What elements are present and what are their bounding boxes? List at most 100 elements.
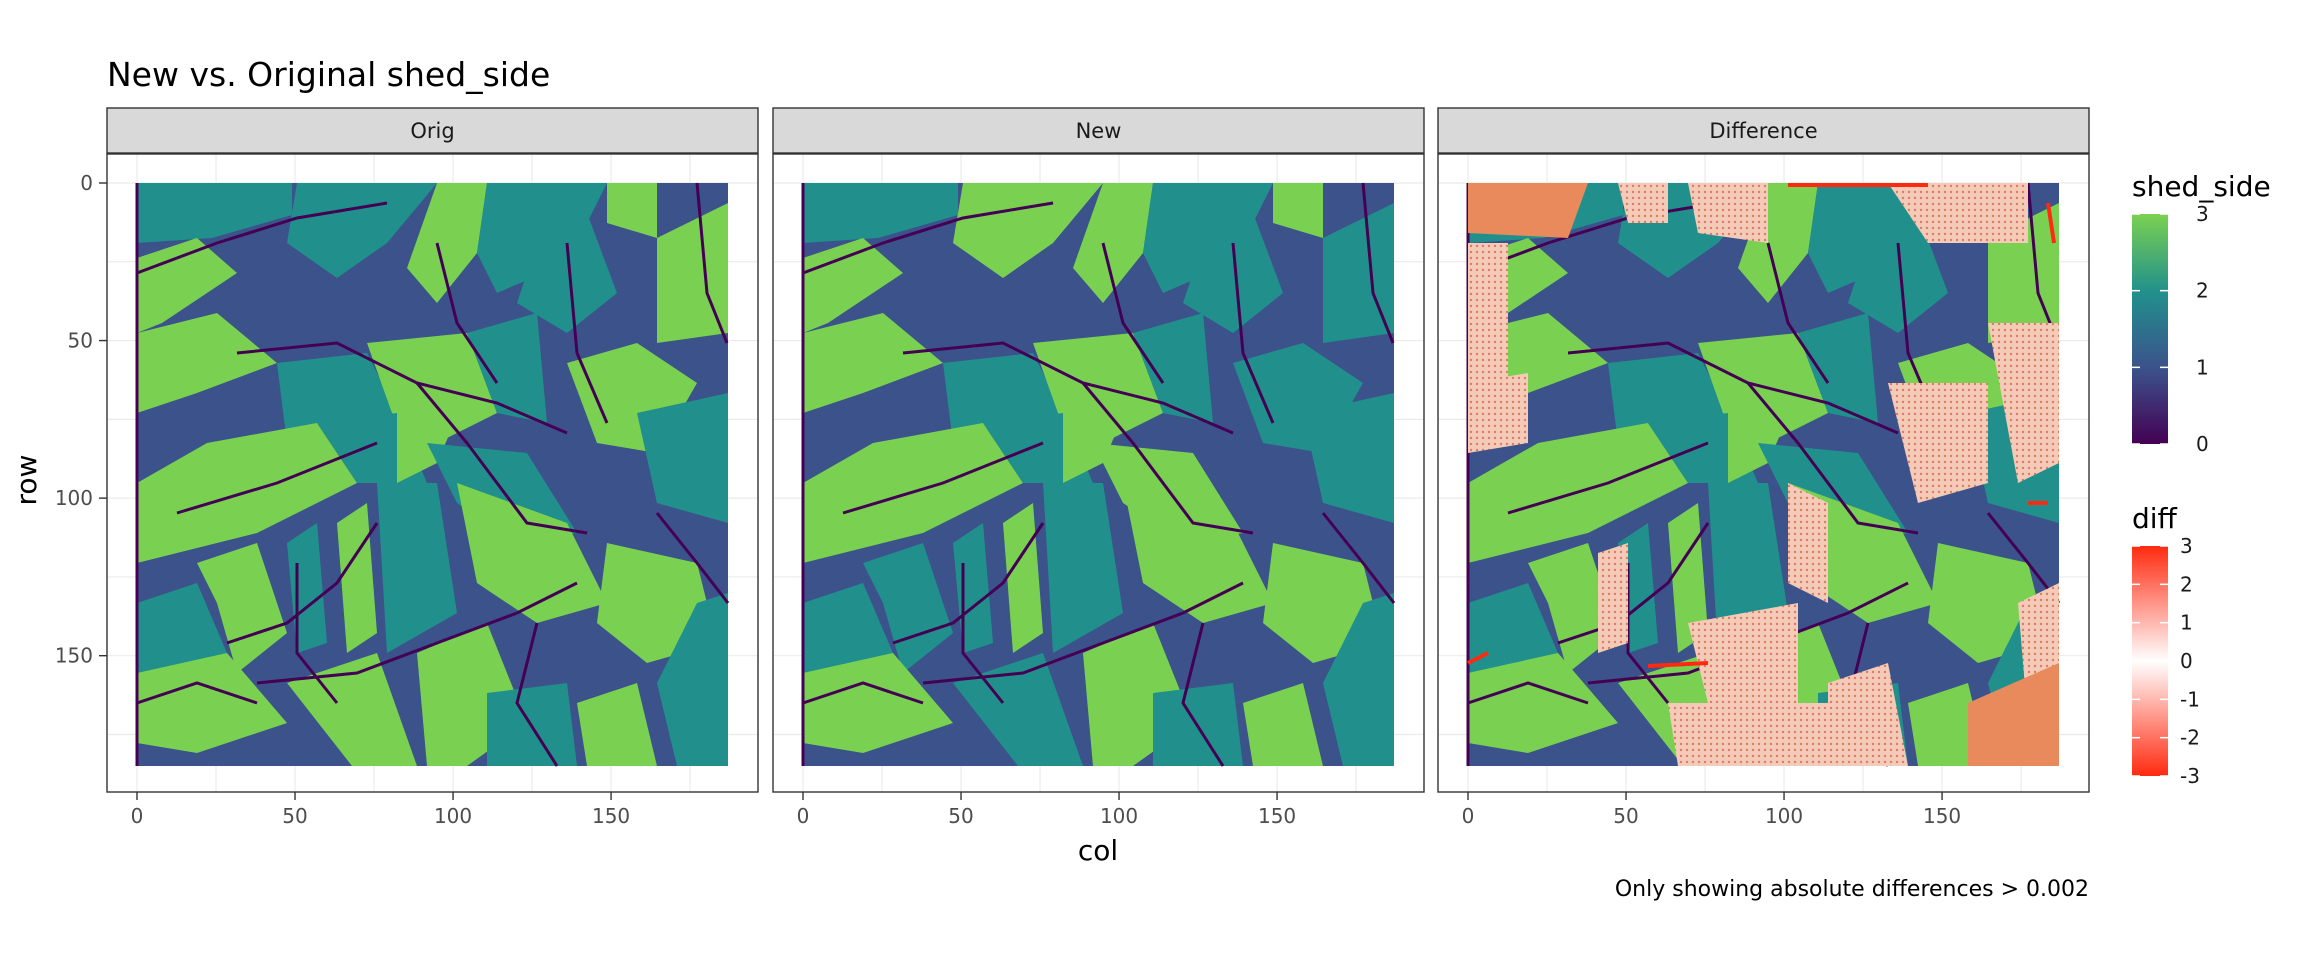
raster-region (197, 543, 287, 673)
strip-label-new: New (1076, 119, 1122, 143)
boundary-line (1766, 242, 1830, 384)
diff-line (1647, 661, 1709, 668)
diff-region (1668, 703, 1848, 766)
diff-line (2046, 202, 2056, 244)
diff-line (1467, 651, 1489, 665)
boundary-line (802, 201, 1054, 275)
shed-side-colorbar (2132, 214, 2168, 444)
boundary-line (256, 581, 578, 685)
strip-new (772, 107, 1425, 154)
raster-region (137, 313, 277, 413)
shed-side-legend: shed_side 3 2 1 0 (2132, 170, 2271, 456)
legend-tick-label: 0 (2196, 432, 2209, 456)
boundary-line (961, 563, 1005, 704)
boundary-line (695, 182, 729, 344)
boundary-line (1101, 242, 1165, 384)
facet-panel-orig: Orig 0 50 100 150 (106, 107, 759, 828)
chart-caption: Only showing absolute differences > 0.00… (1615, 877, 2089, 902)
diff-region (1968, 663, 2059, 766)
diff-region (1788, 483, 1828, 603)
boundary-line (1361, 182, 1395, 344)
shed-side-legend-title: shed_side (2132, 170, 2271, 203)
x-tick-label: 100 (1765, 804, 1803, 828)
raster-region (1323, 593, 1394, 766)
legend-tick-label: -1 (2180, 687, 2200, 711)
raster-region (137, 238, 237, 333)
diff-region (1828, 663, 1908, 766)
boundary-line (1081, 382, 1254, 535)
raster-region (803, 313, 943, 413)
raster-region (1323, 203, 1394, 343)
raster-region (1808, 183, 1938, 293)
boundary-line (842, 441, 1044, 515)
raster-region (953, 183, 1103, 278)
boundary-line (1746, 382, 1919, 535)
raster-region (1528, 543, 1618, 673)
raster-region (607, 183, 657, 238)
raster-region (137, 183, 292, 243)
diff-region (1468, 183, 1588, 238)
raster-region (1848, 213, 1948, 333)
raster-region (803, 183, 958, 243)
x-tick-label: 50 (1613, 804, 1638, 828)
raster-region (577, 683, 657, 766)
boundary-line (892, 522, 1045, 645)
raster-region (377, 483, 457, 653)
facet-panel-difference: Difference 0 50 100 150 (1437, 107, 2090, 828)
legend-tick-label: 1 (2196, 355, 2209, 379)
x-tick-label: 0 (131, 804, 144, 828)
boundary-line (515, 622, 559, 767)
raster-orig (135, 182, 730, 767)
diff-region (1688, 603, 1798, 703)
boundary-line (1507, 441, 1709, 515)
legend-tick-label: 3 (2196, 202, 2209, 226)
diff-legend: diff 3 2 1 0 -1 -2 -3 (2132, 502, 2200, 788)
strip-difference (1437, 107, 2090, 154)
raster-region (1303, 393, 1394, 523)
raster-region (287, 183, 437, 278)
raster-region (1728, 383, 1798, 483)
raster-region (1063, 383, 1133, 483)
boundary-line (802, 681, 924, 705)
raster-region (1183, 213, 1283, 333)
legend-tick-label: 3 (2180, 534, 2193, 558)
boundary-line (295, 563, 339, 704)
x-tick-label: 100 (1100, 804, 1138, 828)
strip-orig (106, 107, 759, 154)
x-tick-label: 0 (1462, 804, 1475, 828)
boundary-line (1231, 242, 1275, 424)
diff-region (1888, 383, 1988, 503)
boundary-line (1321, 512, 1396, 604)
x-tick-label: 100 (434, 804, 472, 828)
y-tick-label: 0 (80, 171, 93, 195)
facet-panels: Orig 0 50 100 150 New 0 50 100 150 Difference 0 50 10… (106, 107, 2090, 828)
raster-region (863, 543, 953, 673)
legend-tick-label: 0 (2180, 649, 2193, 673)
boundary-line (136, 201, 388, 275)
boundary-line (565, 242, 609, 424)
raster-region (1143, 183, 1273, 293)
diff-region (1988, 323, 2059, 483)
boundary-line (1181, 622, 1225, 767)
x-tick-label: 150 (1258, 804, 1296, 828)
raster-region (1468, 653, 1618, 753)
chart-title: New vs. Original shed_side (107, 55, 550, 94)
legend-tick-label: -3 (2180, 764, 2200, 788)
raster-region (1073, 183, 1153, 303)
diff-region (1888, 183, 2028, 243)
raster-new (801, 182, 1396, 767)
raster-region (517, 213, 617, 333)
diff-region (1468, 373, 1528, 453)
x-tick-label: 0 (797, 804, 810, 828)
legend-tick-label: 1 (2180, 611, 2193, 635)
x-tick-label: 50 (282, 804, 307, 828)
facet-panel-new: New 0 50 100 150 (772, 107, 1425, 828)
strip-label-orig: Orig (410, 119, 454, 143)
x-axis-title: col (1078, 834, 1118, 867)
x-tick-label: 150 (1923, 804, 1961, 828)
raster-region (407, 183, 487, 303)
y-tick-label: 50 (68, 329, 93, 353)
raster-region (1243, 683, 1323, 766)
y-tick-label: 150 (55, 644, 93, 668)
